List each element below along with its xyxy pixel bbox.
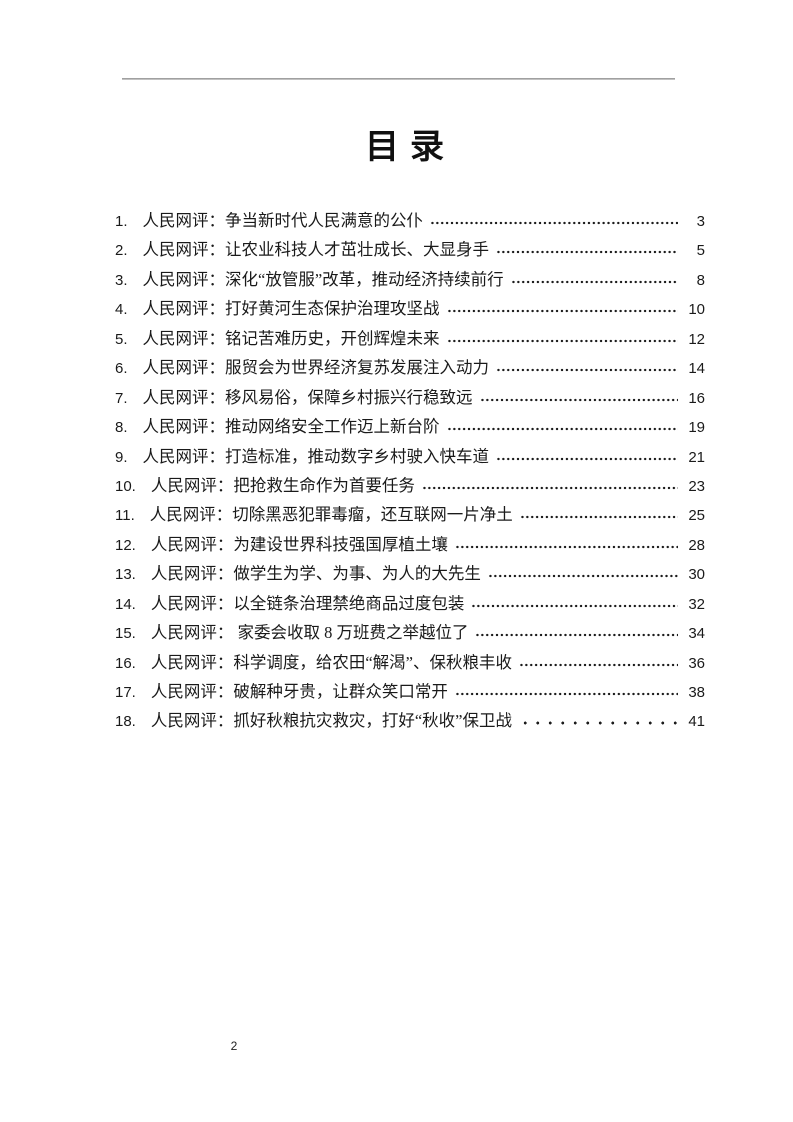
header-rule	[122, 78, 675, 80]
toc-entry-title: 人民网评：打造标准，推动数字乡村驶入快车道	[142, 446, 490, 466]
toc-entry-title: 人民网评：让农业科技人才茁壮成长、大显身手	[142, 240, 490, 260]
toc-entry-title: 人民网评：打好黄河生态保护治理攻坚战	[142, 299, 440, 319]
toc-entry[interactable]: 1. 人民网评：争当新时代人民满意的公仆 3	[115, 207, 705, 236]
toc-entry-number: 10.	[115, 477, 136, 495]
toc-entry-page: 8	[696, 271, 705, 289]
toc-entry-page: 30	[688, 566, 705, 584]
toc-entry[interactable]: 5. 人民网评：铭记苦难历史，开创辉煌未来 12	[115, 325, 705, 354]
toc-entry-number: 1.	[115, 213, 128, 230]
toc-entry[interactable]: 15. 人民网评： 家委会收取 8 万班费之举越位了 34	[115, 619, 705, 648]
toc-entry-number: 17.	[115, 684, 136, 701]
toc-entry-title: 人民网评：为建设世界科技强国厚植土壤	[150, 534, 448, 554]
toc-entry-number: 3.	[115, 271, 128, 289]
toc-leader-dots	[446, 418, 678, 433]
toc-entry[interactable]: 12. 人民网评：为建设世界科技强国厚植土壤 28	[115, 531, 705, 560]
toc-leader-dots	[519, 506, 678, 521]
toc-entry[interactable]: 4. 人民网评：打好黄河生态保护治理攻坚战 10	[115, 295, 705, 324]
toc-title: 目录	[365, 129, 455, 166]
toc-entry[interactable]: 13. 人民网评：做学生为学、为事、为人的大先生 30	[115, 560, 705, 589]
toc-entry-page: 28	[688, 536, 705, 554]
toc-entry[interactable]: 2. 人民网评：让农业科技人才茁壮成长、大显身手 5	[115, 236, 705, 265]
toc-entry-title: 人民网评：破解种牙贵，让群众笑口常开	[150, 682, 448, 701]
toc-entry-number: 11.	[115, 507, 135, 525]
toc-leader-dots	[519, 653, 678, 668]
toc-entry[interactable]: 16. 人民网评：科学调度，给农田“解渴”、保秋粮丰收 36	[115, 649, 705, 678]
toc-entry-number: 12.	[115, 536, 136, 554]
toc-entry-title: 人民网评：推动网络安全工作迈上新台阶	[142, 417, 440, 437]
toc-entry-title: 人民网评：以全链条治理禁绝商品过度包装	[150, 593, 465, 613]
toc-entry[interactable]: 9. 人民网评：打造标准，推动数字乡村驶入快车道 21	[115, 443, 705, 472]
toc-entry-number: 8.	[115, 419, 128, 437]
toc-leader-dots	[479, 388, 678, 403]
toc-entry-title: 人民网评：把抢救生命作为首要任务	[150, 475, 415, 495]
page-number-footer: 2	[230, 1039, 238, 1053]
toc-entry-title: 人民网评： 家委会收取 8 万班费之举越位了	[150, 623, 469, 643]
toc-leader-dots	[496, 447, 678, 462]
toc-entry-number: 14.	[115, 595, 136, 613]
toc-leader-dots	[421, 476, 678, 491]
toc-entry-number: 5.	[115, 330, 128, 348]
toc-entry-title: 人民网评：做学生为学、为事、为人的大先生	[150, 564, 481, 584]
toc-leader-dots	[454, 535, 678, 550]
toc-entry-title: 人民网评：抓好秋粮抗灾救灾，打好“秋收”保卫战	[150, 711, 513, 731]
toc-entry[interactable]: 11. 人民网评：切除黑恶犯罪毒瘤，还互联网一片净土 25	[115, 501, 705, 530]
toc-leader-dots	[487, 565, 678, 580]
toc-entry-title: 人民网评：切除黑恶犯罪毒瘤，还互联网一片净土	[149, 505, 513, 525]
toc-entry[interactable]: 8. 人民网评：推动网络安全工作迈上新台阶 19	[115, 413, 705, 442]
toc-entry-number: 2.	[115, 242, 128, 260]
toc-entry[interactable]: 14. 人民网评：以全链条治理禁绝商品过度包装 32	[115, 590, 705, 619]
toc-entry-page: 14	[688, 360, 705, 378]
toc-entry-title: 人民网评：科学调度，给农田“解渴”、保秋粮丰收	[150, 652, 513, 672]
toc-entry-page: 12	[688, 330, 705, 348]
toc-entry-page: 32	[688, 595, 705, 613]
toc-leader-dots	[496, 241, 678, 256]
toc-entry-number: 9.	[115, 448, 128, 466]
toc-entry-title: 人民网评：争当新时代人民满意的公仆	[142, 211, 424, 230]
toc-leader-dots	[471, 594, 678, 609]
toc-entry-page: 16	[688, 389, 705, 407]
toc-entry-page: 19	[688, 419, 705, 437]
toc-entry-title: 人民网评：深化“放管服”改革，推动经济持续前行	[142, 269, 504, 289]
toc-leader-dots	[519, 712, 678, 727]
toc-entry-title: 人民网评：铭记苦难历史，开创辉煌未来	[142, 328, 440, 348]
toc-entry-page: 36	[688, 654, 705, 672]
toc-entry[interactable]: 17. 人民网评：破解种牙贵，让群众笑口常开 38	[115, 678, 705, 707]
toc-leader-dots	[510, 270, 678, 285]
toc-entry-number: 6.	[115, 360, 128, 378]
toc-entry[interactable]: 18. 人民网评：抓好秋粮抗灾救灾，打好“秋收”保卫战 41	[115, 707, 705, 736]
toc-leader-dots	[446, 300, 678, 315]
toc-entry-number: 16.	[115, 654, 136, 672]
toc-entry-title: 人民网评：移风易俗，保障乡村振兴行稳致远	[142, 387, 473, 407]
toc-entry-page: 41	[688, 713, 705, 731]
toc-entry[interactable]: 7. 人民网评：移风易俗，保障乡村振兴行稳致远 16	[115, 384, 705, 413]
toc-entry-page: 10	[688, 301, 705, 319]
toc-entry-number: 13.	[115, 566, 136, 584]
toc-entry-number: 18.	[115, 713, 136, 731]
toc-entry-page: 3	[696, 213, 705, 230]
toc-entry[interactable]: 10. 人民网评：把抢救生命作为首要任务 23	[115, 472, 705, 501]
toc-entry-page: 21	[688, 448, 705, 466]
toc-entry-page: 5	[696, 242, 705, 260]
toc-leader-dots	[496, 359, 678, 374]
toc-entry-number: 4.	[115, 301, 128, 319]
toc-leader-dots	[446, 329, 678, 344]
toc-entry[interactable]: 6. 人民网评：服贸会为世界经济复苏发展注入动力 14	[115, 354, 705, 383]
toc-entry-number: 7.	[115, 389, 128, 407]
toc-entry[interactable]: 3. 人民网评：深化“放管服”改革，推动经济持续前行 8	[115, 266, 705, 295]
toc-leader-dots	[475, 624, 678, 639]
toc-entry-page: 34	[688, 625, 705, 643]
table-of-contents: 1. 人民网评：争当新时代人民满意的公仆 3 2. 人民网评：让农业科技人才茁壮成长、大…	[115, 207, 705, 737]
toc-entry-title: 人民网评：服贸会为世界经济复苏发展注入动力	[142, 358, 490, 378]
toc-entry-page: 38	[688, 684, 705, 701]
toc-entry-page: 25	[688, 507, 705, 525]
toc-leader-dots	[454, 683, 678, 697]
toc-leader-dots	[430, 212, 678, 226]
toc-entry-number: 15.	[115, 625, 136, 643]
toc-entry-page: 23	[688, 477, 705, 495]
